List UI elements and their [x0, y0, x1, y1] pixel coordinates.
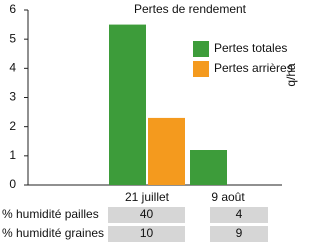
y-tick-label: 3 — [9, 90, 16, 104]
x-tick-label: 21 juillet — [125, 190, 170, 204]
table-value: 10 — [140, 226, 154, 240]
chart: Pertes de rendement q/ha 0 1 2 3 4 5 6 21 juill… — [2, 2, 298, 242]
legend-label: Pertes arrières — [214, 61, 293, 75]
table-cell — [108, 207, 185, 223]
row-label: % humidité graines — [2, 226, 104, 240]
legend-label: Pertes totales — [214, 41, 287, 55]
table-cell — [210, 226, 268, 242]
legend-swatch — [193, 61, 209, 77]
bar — [109, 24, 146, 186]
chart-title: Pertes de rendement — [134, 2, 247, 16]
bar — [190, 150, 227, 185]
table-value: 4 — [236, 207, 243, 221]
y-tick-label: 5 — [9, 31, 16, 45]
y-tick-label: 6 — [9, 2, 16, 16]
y-tick-label: 4 — [9, 61, 16, 75]
table-cell — [210, 207, 268, 223]
y-axis-label: q/ha — [284, 63, 298, 87]
table-value: 40 — [140, 207, 154, 221]
x-tick-label: 9 août — [211, 190, 245, 204]
legend-swatch — [193, 41, 209, 57]
y-tick-label: 0 — [9, 177, 16, 191]
row-label: % humidité pailles — [2, 207, 99, 221]
y-tick-label: 1 — [9, 148, 16, 162]
y-tick-label: 2 — [9, 119, 16, 133]
table-value: 9 — [236, 226, 243, 240]
bar — [148, 117, 185, 185]
table-cell — [108, 226, 185, 242]
